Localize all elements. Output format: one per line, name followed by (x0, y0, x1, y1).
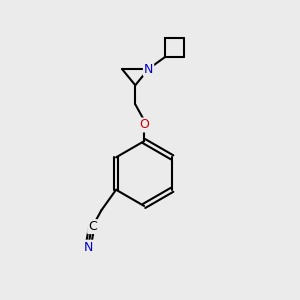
Text: O: O (139, 118, 149, 131)
Text: N: N (144, 62, 153, 76)
Text: C: C (88, 220, 97, 233)
Text: N: N (83, 241, 93, 254)
